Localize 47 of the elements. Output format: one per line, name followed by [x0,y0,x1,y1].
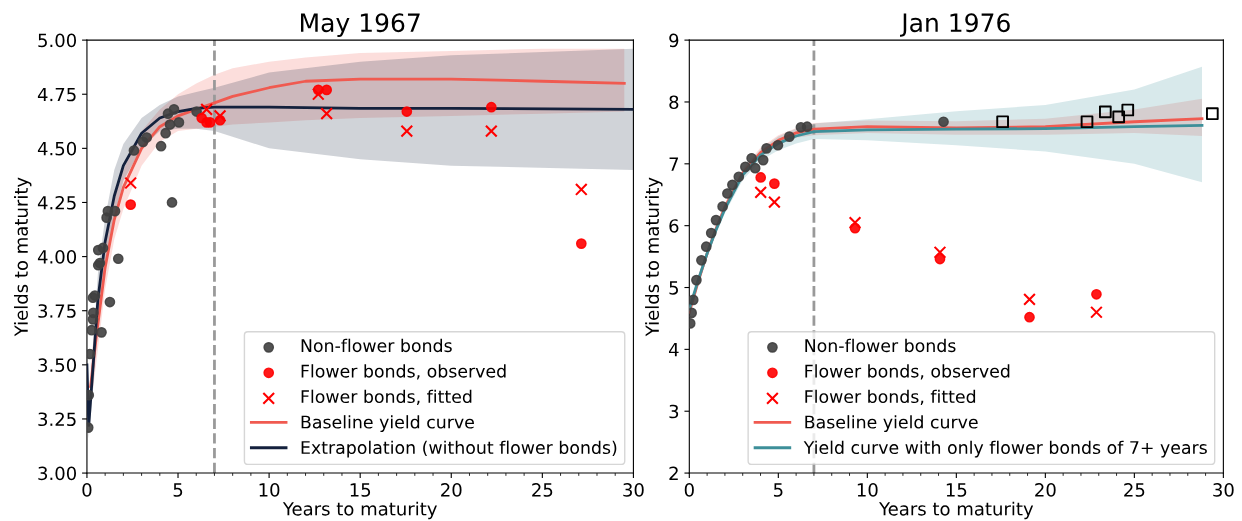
x-tick-label: 10 [857,483,878,497]
y-tick-label: 5 [669,281,679,295]
y-tick-label: 3.00 [38,466,77,481]
y-tick-label: 6 [669,219,679,233]
legend-label: Baseline yield curve [301,415,474,432]
x-tick-label: 5 [773,483,783,497]
x-tick-label: 30 [1213,483,1234,497]
legend-label: Flower bonds, fitted [301,389,472,405]
y-axis-title: Yields to maturity [13,177,32,337]
y-tick-label: 3 [669,404,679,419]
x-tick-label: 25 [532,483,553,497]
legend-label: Non-flower bonds [301,338,452,353]
y-tick-label: 2 [669,466,678,480]
x-tick-label: 5 [173,483,183,497]
legend-label: Baseline yield curve [805,415,978,432]
legend-label: Flower bonds, observed [805,364,1010,380]
legend-label: Extrapolation (without flower bonds) [301,440,617,458]
x-tick-label: 20 [441,483,462,497]
x-tick-label: 15 [946,483,967,497]
y-tick-label: 3.25 [38,412,76,427]
y-tick-label: 4.25 [37,195,76,210]
chart-title: May 1967 [301,13,420,37]
y-tick-label: 4 [668,343,679,357]
y-tick-label: 4.75 [37,87,76,102]
y-axis-title: Yields to maturity [645,177,663,337]
legend-label: Non-flower bonds [805,338,956,353]
legend-label: Flower bonds, fitted [805,389,976,405]
y-tick-label: 9 [669,33,679,48]
x-tick-label: 30 [623,483,644,497]
x-axis-title: Years to maturity [878,501,1034,520]
x-tick-label: 10 [259,483,280,497]
chart-title: Jan 1976 [899,13,1010,37]
y-tick-label: 5.00 [38,33,77,48]
x-axis-title: Years to maturity [282,501,437,520]
y-tick-label: 4.50 [37,141,77,156]
y-tick-label: 3.75 [38,304,76,318]
x-tick-label: 0 [82,483,92,497]
y-tick-label: 8 [669,95,679,110]
legend-label: Flower bonds, observed [301,364,506,380]
x-tick-label: 25 [1124,483,1145,497]
y-tick-label: 4.00 [37,250,77,264]
y-tick-label: 3.50 [38,358,77,372]
legend-label: Yield curve with only flower bonds of 7+ years [803,440,1207,458]
y-tick-label: 7 [669,157,679,171]
x-tick-label: 15 [350,483,371,497]
x-tick-label: 0 [684,483,694,497]
x-tick-label: 20 [1035,483,1056,497]
